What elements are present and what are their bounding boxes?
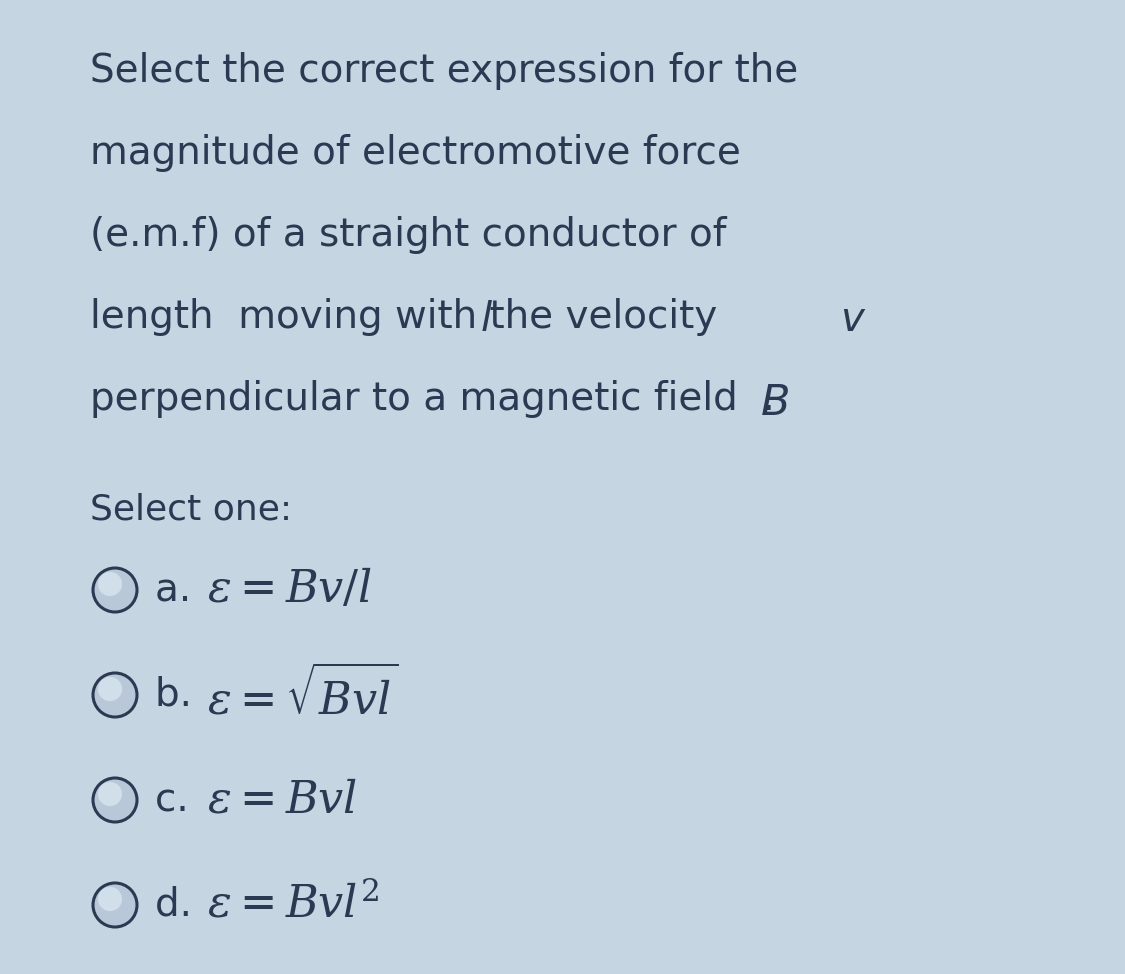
Text: Select one:: Select one: [90, 492, 292, 526]
Text: $\varepsilon = \sqrt{Bvl}$: $\varepsilon = \sqrt{Bvl}$ [207, 666, 398, 724]
Circle shape [93, 568, 137, 612]
Text: d.: d. [155, 886, 205, 924]
Circle shape [93, 883, 137, 927]
Text: $\it{v}$: $\it{v}$ [840, 300, 866, 340]
Text: perpendicular to a magnetic field  .: perpendicular to a magnetic field . [90, 380, 775, 418]
Text: $\it{l}$: $\it{l}$ [480, 300, 493, 340]
Text: c.: c. [155, 781, 201, 819]
Text: $\varepsilon = Bvl$: $\varepsilon = Bvl$ [207, 778, 358, 821]
Circle shape [98, 572, 123, 596]
Text: $\varepsilon = Bvl^2$: $\varepsilon = Bvl^2$ [207, 883, 379, 927]
Text: $\it{B}$: $\it{B}$ [760, 382, 789, 424]
Text: b.: b. [155, 676, 205, 714]
Text: length  moving with the velocity: length moving with the velocity [90, 298, 730, 336]
Text: magnitude of electromotive force: magnitude of electromotive force [90, 134, 741, 172]
Circle shape [98, 677, 123, 701]
Circle shape [98, 782, 123, 806]
Text: a.: a. [155, 571, 204, 609]
Circle shape [93, 778, 137, 822]
Text: Select the correct expression for the: Select the correct expression for the [90, 52, 799, 90]
Circle shape [93, 673, 137, 717]
Text: (e.m.f) of a straight conductor of: (e.m.f) of a straight conductor of [90, 216, 727, 254]
Text: $\varepsilon = Bv/l$: $\varepsilon = Bv/l$ [207, 569, 372, 612]
Circle shape [98, 887, 123, 911]
